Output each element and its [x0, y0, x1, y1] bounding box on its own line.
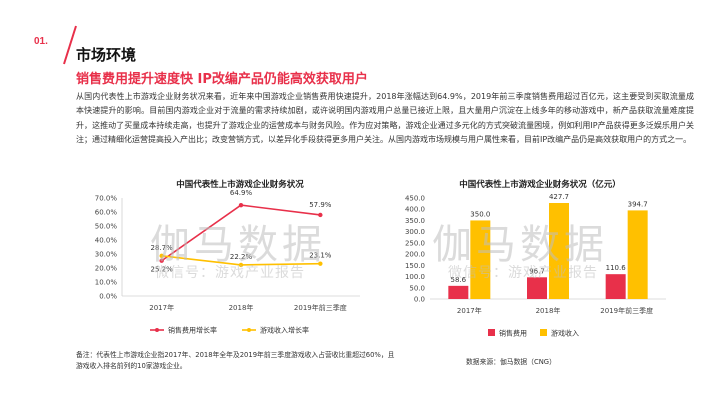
y-tick-label: 250.0 — [405, 239, 425, 247]
section-number: 01. — [34, 36, 48, 47]
bar — [470, 220, 491, 299]
y-tick-label: 350.0 — [405, 217, 425, 225]
data-label: 58.6 — [451, 276, 467, 284]
data-label: 25.2% — [151, 266, 174, 274]
bar-chart: 0.0 50.0 100.0 150.0 200.0 250.0 300.0 350.0 400… — [405, 193, 666, 338]
data-point — [318, 212, 323, 218]
x-tick-label: 2019年前三季度 — [294, 303, 347, 312]
y-tick-label: 60.0% — [95, 209, 118, 217]
footnote: 备注：代表性上市游戏企业指2017年、2018年全年及2019年前三季度游戏收入… — [76, 351, 395, 370]
y-tick-label: 0.0 — [414, 296, 425, 304]
section-title: 市场环境 — [76, 46, 137, 64]
headline: 销售费用提升速度快 IP改编产品仍能高效获取用户 — [76, 72, 368, 87]
bar — [605, 274, 626, 299]
data-source: 数据来源：伽马数据（CNG） — [466, 358, 556, 366]
data-label: 57.9% — [309, 201, 332, 209]
data-label: 394.7 — [628, 200, 648, 208]
y-tick-label: 40.0% — [95, 237, 118, 245]
bar — [527, 277, 547, 299]
body-paragraph: 从国内代表性上市游戏企业财务状况来看，近年来中国游戏企业销售费用快速提升，201… — [76, 92, 694, 144]
data-point — [238, 202, 244, 208]
data-label: 23.1% — [309, 252, 332, 260]
legend-label: 游戏收入 — [551, 329, 579, 338]
y-tick-label: 200.0 — [405, 251, 425, 259]
y-tick-label: 450.0 — [405, 195, 425, 203]
y-tick-label: 10.0% — [95, 279, 118, 287]
legend-label: 销售费用增长率 — [168, 326, 217, 335]
legend-label: 销售费用 — [499, 329, 527, 338]
data-label: 96.7 — [529, 267, 545, 275]
data-label: 427.7 — [549, 193, 569, 201]
line-chart-title: 中国代表性上市游戏企业财务状况 — [176, 180, 304, 190]
data-point — [318, 261, 323, 266]
y-tick-label: 50.0 — [409, 284, 425, 292]
data-label: 64.9% — [230, 189, 253, 197]
y-tick-label: 100.0 — [405, 273, 425, 281]
x-tick-label: 2019年前三季度 — [600, 306, 653, 315]
section-slash-decoration — [63, 25, 77, 65]
data-point — [238, 262, 244, 268]
bar — [549, 203, 569, 299]
y-tick-label: 400.0 — [405, 206, 425, 214]
data-label: 350.0 — [470, 210, 490, 218]
x-tick-label: 2018年 — [536, 306, 561, 315]
x-tick-label: 2017年 — [457, 306, 482, 315]
legend-swatch — [488, 329, 495, 336]
bar — [448, 285, 469, 299]
y-tick-label: 300.0 — [405, 228, 425, 236]
legend-marker — [247, 328, 251, 332]
y-tick-label: 20.0% — [95, 265, 118, 273]
bar — [627, 210, 648, 299]
y-tick-label: 30.0% — [95, 251, 118, 259]
bar-chart-title: 中国代表性上市游戏企业财务状况（亿元） — [459, 180, 621, 190]
x-tick-label: 2018年 — [229, 303, 254, 312]
line-chart: 0.0% 10.0% 20.0% 30.0% 40.0% 50.0% 60.0% 70.0% 2… — [95, 189, 360, 335]
data-point — [159, 258, 164, 263]
data-point — [159, 253, 164, 259]
data-label: 110.6 — [606, 264, 627, 272]
data-label: 22.2% — [230, 253, 253, 261]
x-tick-label: 2017年 — [149, 303, 174, 312]
legend-marker — [155, 328, 159, 332]
data-label: 28.7% — [151, 244, 174, 252]
y-tick-label: 0.0% — [99, 293, 117, 301]
legend-swatch — [540, 329, 547, 336]
y-tick-label: 50.0% — [95, 223, 118, 231]
y-tick-label: 70.0% — [95, 195, 118, 203]
legend-label: 游戏收入增长率 — [260, 326, 309, 335]
y-tick-label: 150.0 — [405, 262, 425, 270]
